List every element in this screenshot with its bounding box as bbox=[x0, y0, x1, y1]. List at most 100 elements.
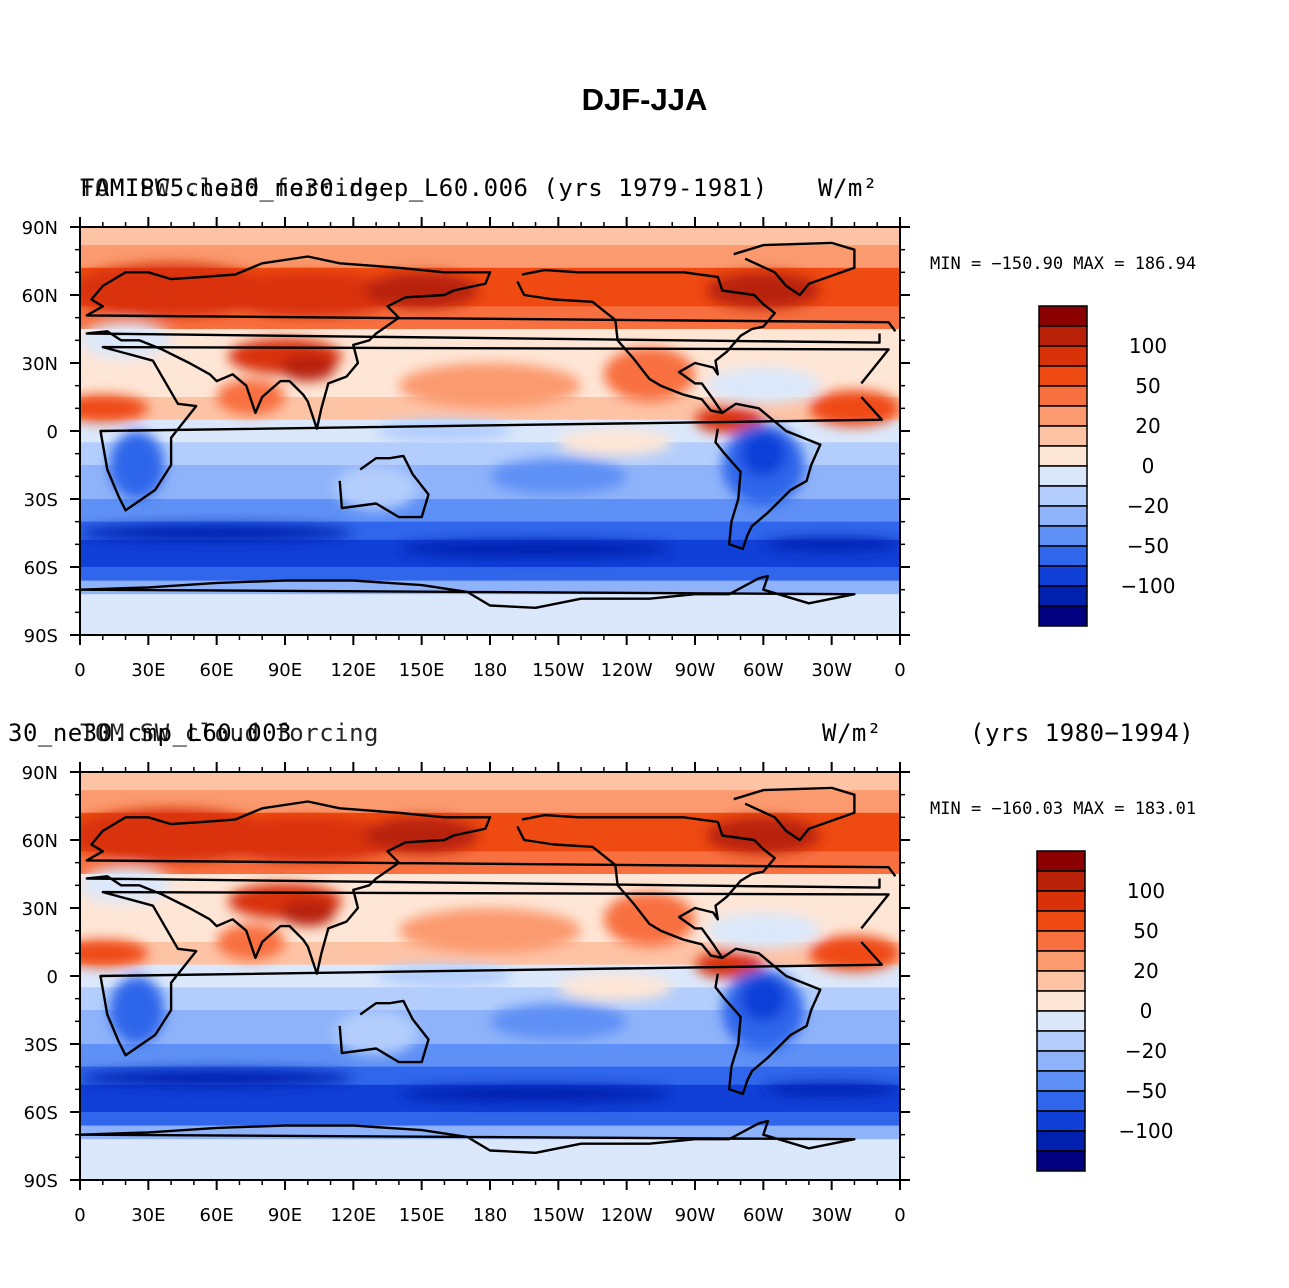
colorbar-label: −50 bbox=[1125, 1079, 1167, 1103]
field-anomaly bbox=[364, 817, 479, 854]
lon-tick-label: 60W bbox=[743, 660, 784, 681]
field-band bbox=[80, 397, 900, 421]
colorbar-label: 0 bbox=[1142, 454, 1155, 478]
field-anomaly bbox=[376, 419, 513, 443]
field-anomaly bbox=[558, 428, 673, 456]
colorbar-swatch bbox=[1038, 525, 1088, 547]
colorbar-swatches: 100 50 20 0 −20 −50 −100 bbox=[1038, 305, 1176, 627]
field-anomaly bbox=[80, 939, 149, 967]
colorbar-swatch bbox=[1036, 1150, 1086, 1172]
colorbar-label: −100 bbox=[1121, 574, 1176, 598]
colorbar-swatch bbox=[1036, 1010, 1086, 1032]
colorbar-swatch bbox=[1038, 305, 1088, 327]
lon-tick-label: 30W bbox=[811, 660, 852, 681]
colorbar-swatch bbox=[1038, 385, 1088, 407]
field-anomaly bbox=[603, 892, 695, 947]
world-map: 90N 60N 30N 0 30S 60S 90S 0 30E 60E 90E 120E 150E 180… bbox=[22, 762, 910, 1226]
map-panel-top: FAMIPC5.ne30_ne30.deep_L60.006 (yrs 1979… bbox=[0, 160, 1289, 720]
lon-tick-label: 0 bbox=[894, 660, 905, 681]
field-anomaly bbox=[335, 1010, 418, 1056]
colorbar-swatches: 100 50 20 0 −20 −50 −100 bbox=[1036, 850, 1174, 1172]
colorbar-swatch bbox=[1036, 1090, 1086, 1112]
lon-tick-label: 60E bbox=[200, 660, 234, 681]
colorbar-label: 0 bbox=[1140, 999, 1153, 1023]
lon-tick-label: 120E bbox=[330, 660, 376, 681]
coastline bbox=[516, 268, 776, 415]
field-band bbox=[80, 772, 900, 792]
colorbar-swatch bbox=[1036, 1070, 1086, 1092]
lat-tick-label: 90S bbox=[24, 626, 58, 647]
field-anomaly bbox=[695, 951, 764, 979]
lat-tick-label: 90N bbox=[22, 218, 58, 239]
field-anomaly bbox=[695, 406, 764, 434]
field-anomaly bbox=[740, 976, 787, 1022]
page-title: DJF-JJA bbox=[581, 82, 708, 117]
field-anomaly bbox=[364, 272, 479, 309]
field-anomaly bbox=[335, 465, 418, 511]
field-anomaly bbox=[216, 817, 399, 863]
case-label: 30_ne30.cmp_L60.003 bbox=[8, 719, 293, 747]
variable-label: TOM SW cloud forcing bbox=[80, 174, 379, 202]
field-band bbox=[80, 442, 900, 466]
field-band bbox=[80, 1044, 900, 1068]
colorbar-swatch bbox=[1036, 850, 1086, 872]
coastline bbox=[80, 574, 856, 609]
colorbar-swatch bbox=[1036, 870, 1086, 892]
colorbar-swatch bbox=[1038, 325, 1088, 347]
lon-tick-label: 150W bbox=[532, 1205, 584, 1226]
field-band bbox=[80, 245, 900, 269]
colorbar-swatch bbox=[1036, 910, 1086, 932]
coastline bbox=[80, 1119, 856, 1154]
lon-tick-label: 30E bbox=[131, 660, 165, 681]
lon-tick-label: 150W bbox=[532, 660, 584, 681]
field-anomaly bbox=[80, 523, 354, 543]
field-anomaly bbox=[603, 347, 695, 402]
lat-tick-label: 30N bbox=[22, 899, 58, 920]
colorbar-label: −100 bbox=[1119, 1119, 1174, 1143]
coastline bbox=[733, 786, 856, 842]
colorbar-swatch bbox=[1036, 950, 1086, 972]
field-anomaly bbox=[109, 976, 165, 1044]
field-anomaly bbox=[398, 908, 582, 954]
field-anomaly bbox=[763, 537, 900, 552]
lon-tick-label: 120W bbox=[601, 1205, 653, 1226]
colorbar-swatch bbox=[1038, 445, 1088, 467]
colorbar-label: 20 bbox=[1133, 959, 1158, 983]
lon-tick-label: 0 bbox=[74, 660, 85, 681]
coastline bbox=[85, 800, 897, 975]
coastline bbox=[85, 255, 897, 430]
field-band bbox=[80, 1139, 900, 1180]
coastline bbox=[733, 241, 856, 297]
lon-tick-label: 180 bbox=[473, 1205, 507, 1226]
colorbar-label: 100 bbox=[1127, 879, 1165, 903]
colorbar-swatch bbox=[1038, 465, 1088, 487]
period-label: (yrs 1980−1994) bbox=[970, 719, 1195, 747]
colorbar-swatch bbox=[1038, 545, 1088, 567]
field-anomaly bbox=[489, 1003, 627, 1040]
field-anomaly bbox=[109, 431, 165, 499]
lat-tick-label: 60S bbox=[24, 1103, 58, 1124]
lat-tick-label: 90S bbox=[24, 1171, 58, 1192]
lon-tick-label: 60E bbox=[200, 1205, 234, 1226]
lon-tick-label: 0 bbox=[894, 1205, 905, 1226]
field-anomaly bbox=[376, 964, 513, 988]
lat-tick-label: 90N bbox=[22, 763, 58, 784]
colorbar-swatch bbox=[1038, 425, 1088, 447]
colorbar-swatch bbox=[1036, 990, 1086, 1012]
lon-tick-label: 150E bbox=[399, 1205, 445, 1226]
coastline bbox=[714, 947, 822, 1096]
colorbar-swatch bbox=[1036, 890, 1086, 912]
field-band bbox=[80, 594, 900, 635]
lat-tick-label: 60S bbox=[24, 558, 58, 579]
min-max-stats: MIN = −160.03 MAX = 183.01 bbox=[930, 799, 1197, 819]
lon-tick-label: 90E bbox=[268, 1205, 302, 1226]
lon-tick-label: 90W bbox=[675, 660, 716, 681]
field-anomaly bbox=[398, 363, 582, 409]
colorbar-swatch bbox=[1038, 505, 1088, 527]
lat-tick-label: 0 bbox=[47, 422, 58, 443]
lat-tick-label: 30S bbox=[24, 490, 58, 511]
coastline bbox=[338, 454, 430, 519]
field-anomaly bbox=[558, 973, 673, 1001]
field-anomaly bbox=[808, 935, 900, 972]
field-band bbox=[80, 987, 900, 1011]
